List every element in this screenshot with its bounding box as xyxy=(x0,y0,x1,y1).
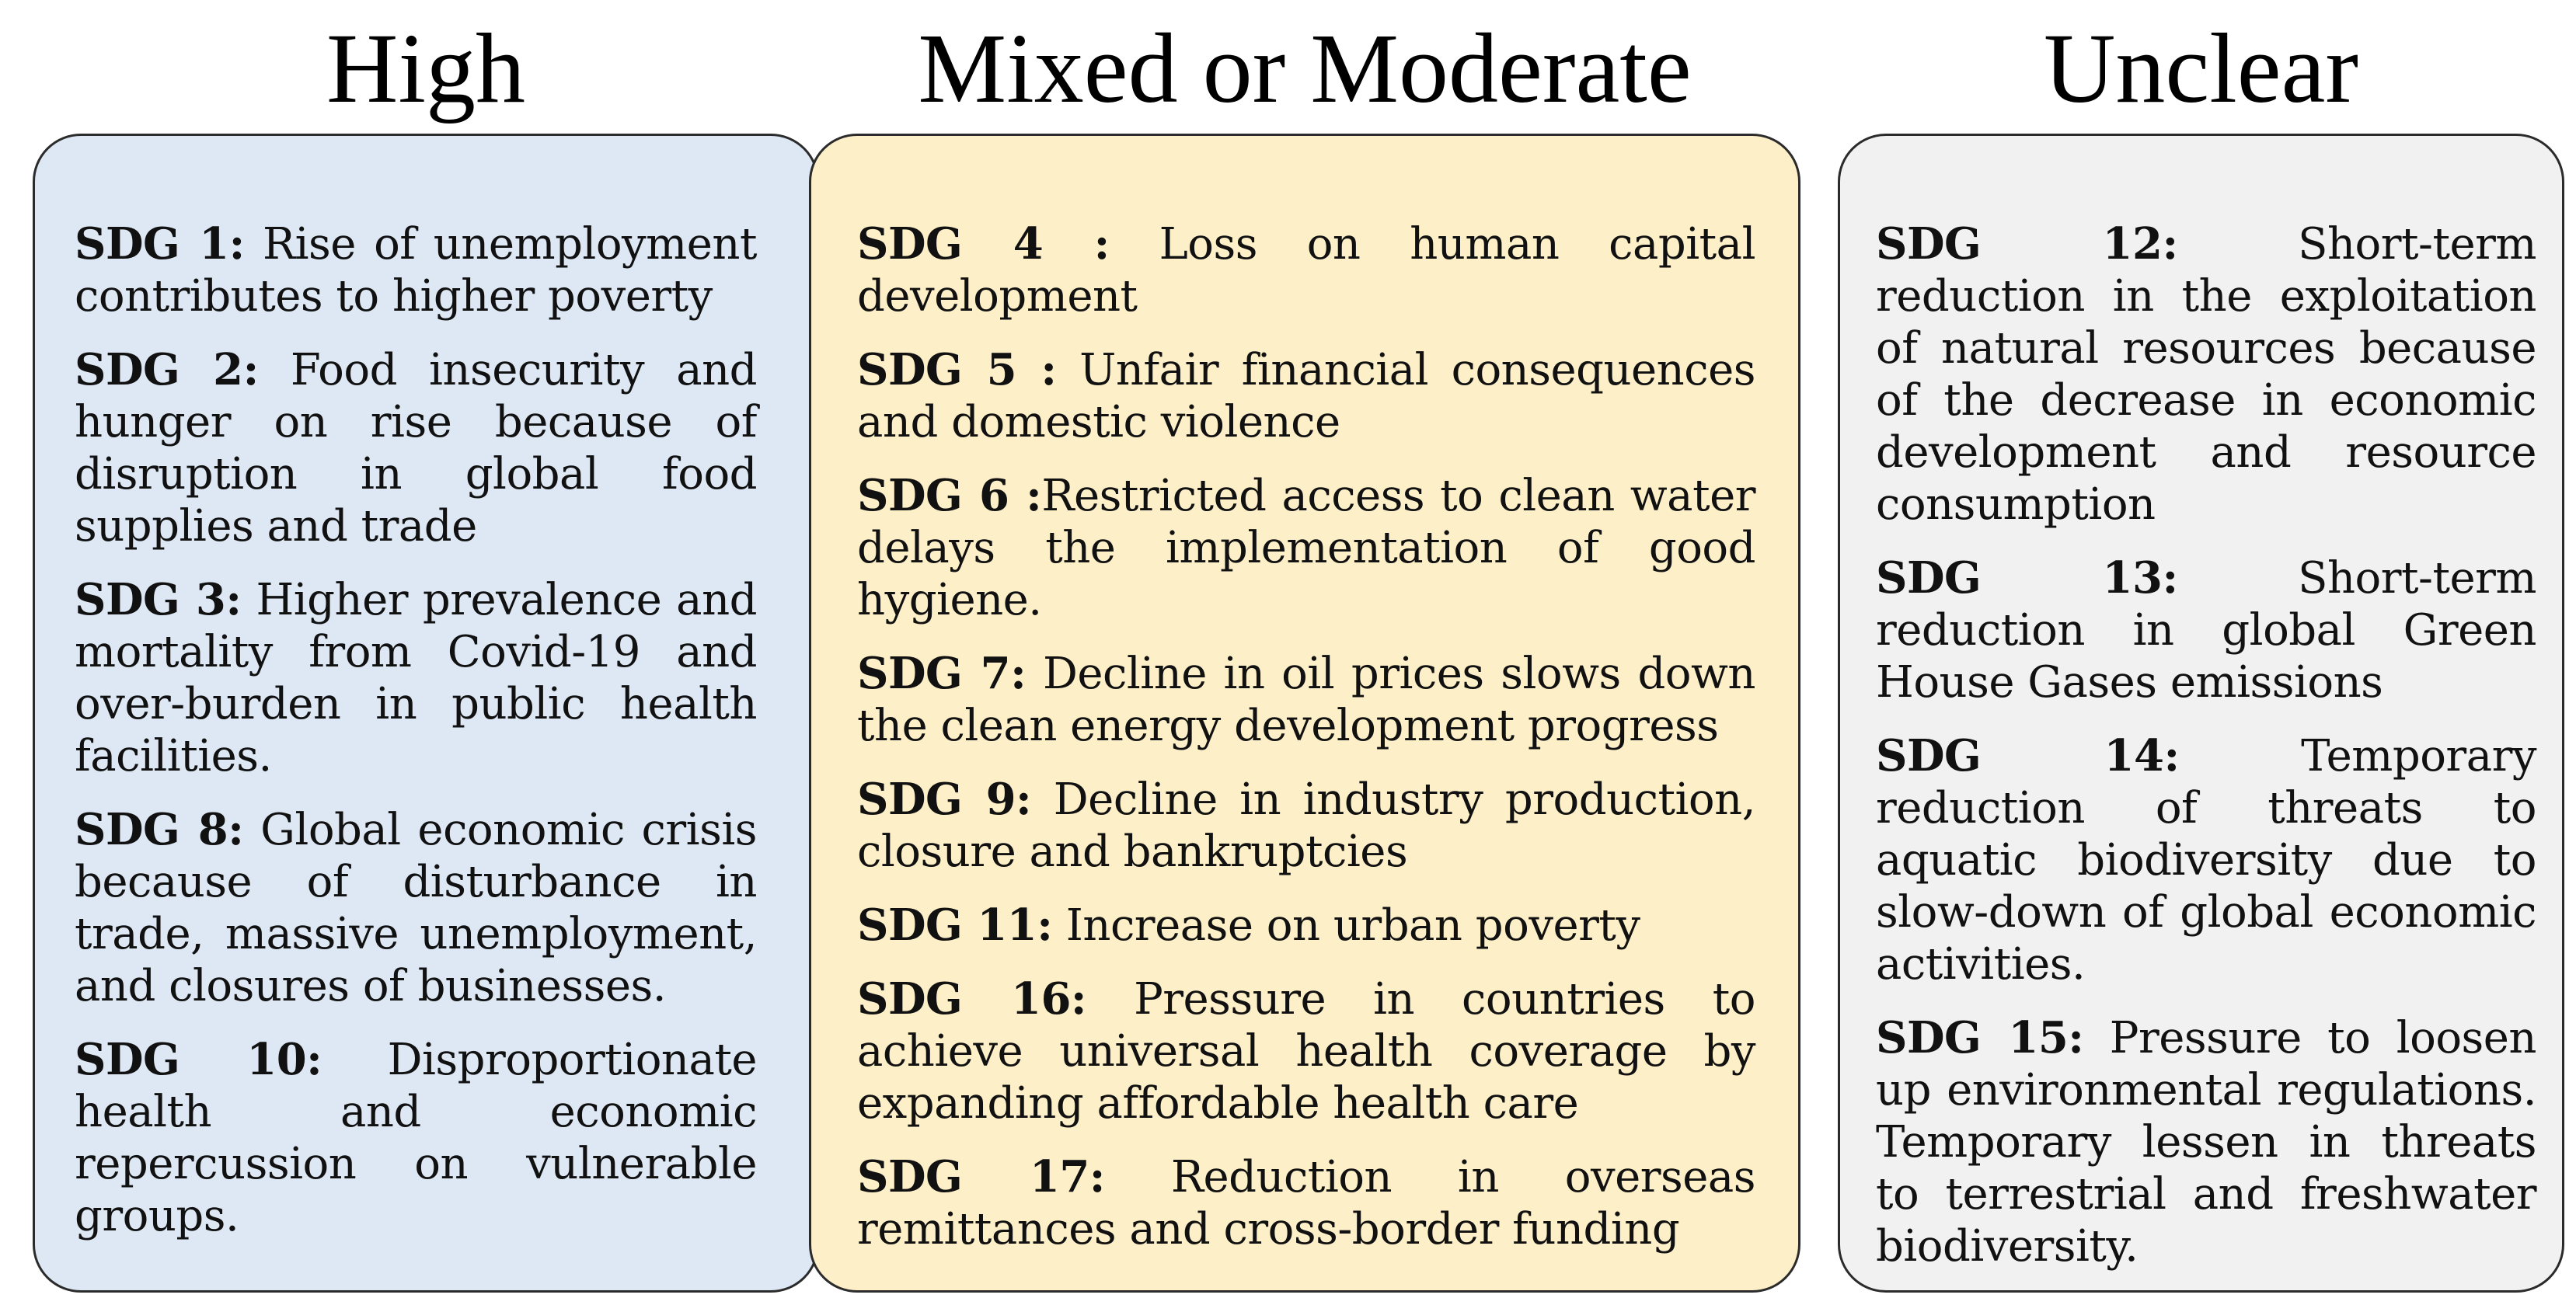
sdg-code: SDG 17: xyxy=(857,1151,1105,1202)
sdg-item: SDG 14: Temporary reduction of threats t… xyxy=(1876,730,2537,990)
sdg-description: Decline in industry production, closure … xyxy=(857,774,1756,877)
sdg-code: SDG 15: xyxy=(1876,1012,2084,1063)
sdg-item: SDG 4 : Loss on human capital developmen… xyxy=(857,218,1755,322)
sdg-description: Higher prevalence and mortality from Cov… xyxy=(75,575,758,781)
sdg-description: Increase on urban poverty xyxy=(1065,900,1640,951)
panel-unclear: SDG 12: Short-term reduction in the expl… xyxy=(1838,134,2564,1293)
sdg-description: Short-term reduction in the exploitation… xyxy=(1876,219,2537,530)
sdg-code: SDG 1: xyxy=(75,218,245,270)
sdg-item: SDG 15: Pressure to loosen up environmen… xyxy=(1876,1012,2537,1272)
sdg-code: SDG 2: xyxy=(75,344,259,395)
sdg-code: SDG 11: xyxy=(857,900,1053,951)
sdg-item: SDG 12: Short-term reduction in the expl… xyxy=(1876,218,2537,531)
sdg-item: SDG 13: Short-term reduction in global G… xyxy=(1876,552,2537,708)
sdg-description: Decline in oil prices slows down the cle… xyxy=(857,649,1756,751)
panel-mixed-or-moderate: SDG 4 : Loss on human capital developmen… xyxy=(809,134,1800,1293)
sdg-code: SDG 14: xyxy=(1876,730,2180,781)
sdg-item: SDG 8: Global economic crisis because of… xyxy=(75,804,758,1012)
sdg-code: SDG 12: xyxy=(1876,218,2178,270)
sdg-description: Pressure in countries to achieve univers… xyxy=(857,974,1756,1129)
sdg-item: SDG 11: Increase on urban poverty xyxy=(857,900,1755,952)
column-title-mixed-or-moderate: Mixed or Moderate xyxy=(918,13,1692,124)
sdg-code: SDG 6 : xyxy=(857,470,1042,521)
sdg-description: Short-term reduction in global Green Hou… xyxy=(1876,553,2537,708)
sdg-description: Restricted access to clean water delays … xyxy=(857,471,1756,625)
sdg-item: SDG 2: Food insecurity and hunger on ris… xyxy=(75,344,758,552)
sdg-code: SDG 13: xyxy=(1876,552,2178,604)
column-title-high: High xyxy=(326,13,525,124)
sdg-code: SDG 4 : xyxy=(857,218,1110,270)
sdg-description: Pressure to loosen up environmental regu… xyxy=(1876,1013,2537,1272)
panel-high: SDG 1: Rise of unemployment contributes … xyxy=(33,134,819,1293)
sdg-item: SDG 10: Disproportionate health and econ… xyxy=(75,1034,758,1242)
sdg-code: SDG 8: xyxy=(75,804,244,855)
panel-mixed-list: SDG 4 : Loss on human capital developmen… xyxy=(857,218,1756,1277)
sdg-description: Global economic crisis because of distur… xyxy=(75,805,758,1011)
sdg-code: SDG 16: xyxy=(857,973,1087,1025)
sdg-item: SDG 5 : Unfair financial consequences an… xyxy=(857,344,1756,448)
sdg-code: SDG 7: xyxy=(857,648,1027,699)
sdg-description: Rise of unemployment contributes to high… xyxy=(75,219,758,322)
sdg-code: SDG 5 : xyxy=(857,344,1057,395)
sdg-description: Food insecurity and hunger on rise becau… xyxy=(75,345,758,552)
sdg-item: SDG 17: Reduction in overseas remittance… xyxy=(857,1151,1756,1255)
sdg-description: Reduction in overseas remittances and cr… xyxy=(857,1152,1756,1255)
panel-high-list: SDG 1: Rise of unemployment contributes … xyxy=(75,218,758,1264)
sdg-description: Disproportionate health and economic rep… xyxy=(75,1035,758,1241)
sdg-code: SDG 10: xyxy=(75,1034,322,1085)
sdg-item: SDG 6 :Restricted access to clean water … xyxy=(857,470,1756,626)
panel-unclear-list: SDG 12: Short-term reduction in the expl… xyxy=(1876,218,2537,1294)
sdg-item: SDG 3: Higher prevalence and mortality f… xyxy=(75,574,758,782)
sdg-code: SDG 9: xyxy=(857,774,1032,825)
column-title-unclear: Unclear xyxy=(2043,13,2359,124)
sdg-description: Unfair financial consequences and domest… xyxy=(857,345,1756,447)
sdg-item: SDG 16: Pressure in countries to achieve… xyxy=(857,973,1756,1129)
sdg-item: SDG 9: Decline in industry production, c… xyxy=(857,774,1756,878)
sdg-description: Loss on human capital development xyxy=(857,219,1755,322)
sdg-code: SDG 3: xyxy=(75,574,242,625)
sdg-item: SDG 1: Rise of unemployment contributes … xyxy=(75,218,758,322)
sdg-item: SDG 7: Decline in oil prices slows down … xyxy=(857,648,1756,752)
sdg-description: Temporary reduction of threats to aquati… xyxy=(1876,731,2537,990)
